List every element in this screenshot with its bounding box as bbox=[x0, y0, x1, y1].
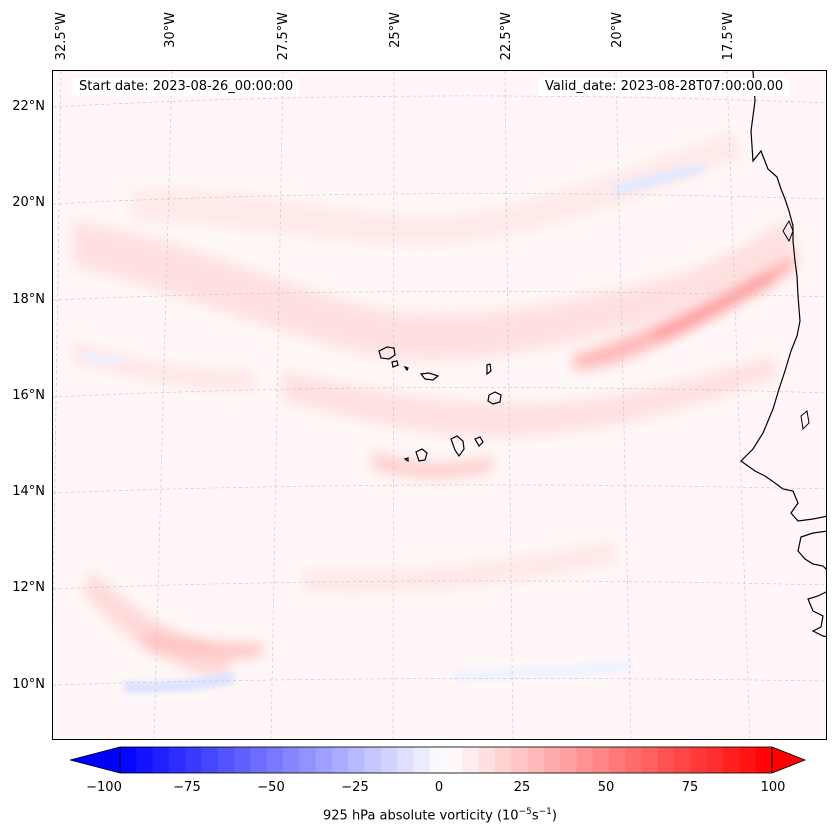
colorbar-tick-0: 0 bbox=[434, 780, 444, 795]
colorbar-cell bbox=[723, 747, 740, 773]
colorbar-cell bbox=[217, 747, 235, 773]
colorbar-tick-minus-25: −25 bbox=[341, 780, 369, 795]
colorbar-cell bbox=[168, 747, 186, 773]
colorbar-cell bbox=[755, 747, 773, 773]
colorbar-cell bbox=[706, 747, 724, 773]
colorbar-cell bbox=[348, 747, 365, 773]
lon-label-20w: 20°W bbox=[610, 12, 625, 48]
colorbar-cell bbox=[364, 747, 382, 773]
colorbar-cell bbox=[592, 747, 610, 773]
lat-label-14n: 14°N bbox=[12, 484, 45, 499]
colorbar-cell bbox=[625, 747, 643, 773]
lat-label-22n: 22°N bbox=[12, 99, 45, 114]
vorticity-weak-positive-bands bbox=[73, 131, 798, 681]
start-date-label: Start date: 2023-08-26_00:00:00 bbox=[73, 78, 300, 96]
colorbar-cell bbox=[462, 747, 480, 773]
colorbar-cell bbox=[283, 747, 300, 773]
lon-label-22-5w: 22.5°W bbox=[499, 12, 514, 61]
colorbar-tick-75: 75 bbox=[681, 780, 699, 795]
colorbar-cell bbox=[120, 747, 137, 773]
colorbar-tick-25: 25 bbox=[513, 780, 531, 795]
colorbar-tick-minus-50: −50 bbox=[257, 780, 285, 795]
map-panel bbox=[52, 70, 827, 740]
colorbar-tick-50: 50 bbox=[597, 780, 615, 795]
colorbar-cell bbox=[657, 747, 675, 773]
colorbar-cell bbox=[331, 747, 349, 773]
colorbar-cell bbox=[674, 747, 691, 773]
lon-label-17-5w: 17.5°W bbox=[721, 12, 736, 61]
cape-verde-islands bbox=[378, 346, 502, 463]
lat-label-20n: 20°N bbox=[12, 195, 45, 210]
valid-date-label: Valid_date: 2023-08-28T07:00:00.00 bbox=[539, 78, 790, 96]
lat-label-16n: 16°N bbox=[12, 388, 45, 403]
colorbar-cell bbox=[185, 747, 202, 773]
lon-label-27-5w: 27.5°W bbox=[276, 12, 291, 61]
colorbar-cell bbox=[250, 747, 268, 773]
colorbar-cell bbox=[152, 747, 170, 773]
colorbar-cell bbox=[136, 747, 154, 773]
lon-label-25w: 25°W bbox=[388, 12, 403, 48]
colorbar-min-extend bbox=[70, 746, 121, 774]
colorbar-cell bbox=[511, 747, 528, 773]
colorbar-cell bbox=[234, 747, 251, 773]
colorbar-tick-minus-75: −75 bbox=[173, 780, 201, 795]
colorbar-cell bbox=[543, 747, 561, 773]
colorbar-cell bbox=[315, 747, 333, 773]
colorbar-tick-minus-100: −100 bbox=[86, 780, 122, 795]
colorbar-tick-100: 100 bbox=[760, 780, 786, 795]
lat-label-10n: 10°N bbox=[12, 677, 45, 692]
colorbar-cell bbox=[609, 747, 626, 773]
lat-label-12n: 12°N bbox=[12, 580, 45, 595]
graticule bbox=[53, 71, 826, 739]
colorbar-cell bbox=[266, 747, 284, 773]
colorbar-cell bbox=[413, 747, 431, 773]
colorbar-max-extend bbox=[771, 746, 807, 774]
african-coastline bbox=[740, 71, 826, 638]
colorbar-cell bbox=[397, 747, 414, 773]
vorticity-streak bbox=[143, 253, 798, 658]
colorbar-cell bbox=[201, 747, 219, 773]
vorticity-weak-negative bbox=[83, 163, 705, 694]
colorbar-cell bbox=[380, 747, 398, 773]
colorbar-cell bbox=[478, 747, 496, 773]
vorticity-field bbox=[53, 71, 826, 739]
lon-label-32-5w: 32.5°W bbox=[54, 12, 69, 61]
colorbar-cell bbox=[446, 747, 463, 773]
colorbar-label: 925 hPa absolute vorticity (10−5s−1) bbox=[323, 807, 557, 824]
colorbar bbox=[70, 746, 807, 774]
colorbar-cell bbox=[429, 747, 447, 773]
colorbar-cell bbox=[560, 747, 577, 773]
colorbar-cell bbox=[527, 747, 545, 773]
colorbar-cell bbox=[739, 747, 757, 773]
colorbar-cell bbox=[641, 747, 659, 773]
colorbar-cell bbox=[494, 747, 512, 773]
lon-label-30w: 30°W bbox=[163, 12, 178, 48]
colorbar-cell bbox=[576, 747, 594, 773]
colorbar-cell bbox=[690, 747, 708, 773]
coastal-islands bbox=[782, 219, 810, 431]
colorbar-cell bbox=[299, 747, 317, 773]
lat-label-18n: 18°N bbox=[12, 292, 45, 307]
